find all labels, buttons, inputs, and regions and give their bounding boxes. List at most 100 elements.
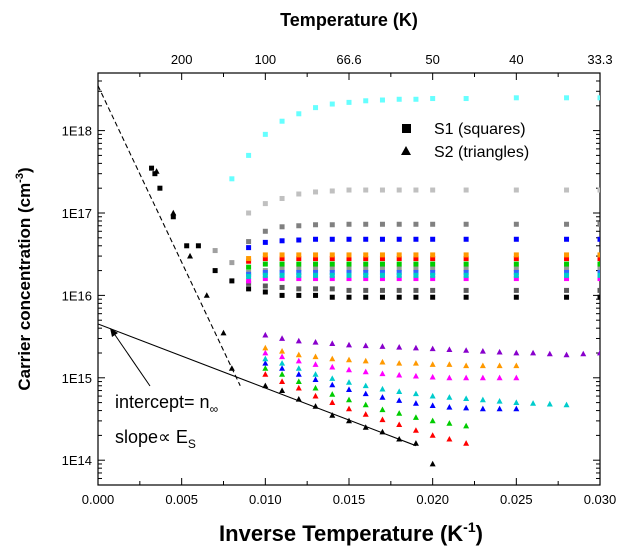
triangle-point bbox=[597, 349, 600, 356]
square-point bbox=[597, 287, 600, 293]
square-point bbox=[379, 294, 385, 300]
x-tick-label: 0.025 bbox=[500, 492, 533, 507]
top-tick-label: 33.3 bbox=[587, 52, 612, 67]
triangle-point bbox=[262, 344, 269, 351]
triangle-point bbox=[412, 440, 419, 446]
square-point bbox=[396, 294, 402, 300]
triangle-point bbox=[446, 403, 453, 410]
triangle-point bbox=[546, 350, 553, 357]
square-point bbox=[296, 111, 302, 117]
square-point bbox=[413, 269, 419, 275]
x-tick-label: 0.030 bbox=[584, 492, 617, 507]
square-point bbox=[262, 276, 268, 282]
triangle-point bbox=[496, 397, 503, 404]
triangle-point bbox=[312, 403, 319, 409]
square-point bbox=[296, 266, 302, 272]
square-point bbox=[279, 224, 285, 230]
square-point bbox=[513, 261, 519, 267]
triangle-point bbox=[429, 402, 436, 408]
triangle-point bbox=[279, 360, 286, 366]
square-point bbox=[396, 256, 402, 262]
square-point bbox=[463, 221, 469, 227]
square-point bbox=[564, 294, 570, 300]
triangle-point bbox=[362, 411, 369, 417]
triangle-point bbox=[279, 365, 286, 371]
square-point bbox=[597, 187, 600, 193]
square-point bbox=[279, 195, 285, 201]
square-point bbox=[430, 236, 436, 242]
triangle-point bbox=[329, 363, 336, 370]
triangle-point bbox=[446, 394, 453, 400]
square-point bbox=[363, 266, 369, 272]
triangle-point bbox=[496, 362, 503, 369]
annotation-arrow bbox=[112, 331, 151, 387]
square-point bbox=[463, 294, 469, 300]
square-point bbox=[279, 276, 285, 282]
square-point bbox=[513, 256, 519, 262]
square-point bbox=[246, 264, 252, 270]
triangle-point bbox=[362, 342, 369, 349]
triangle-point bbox=[346, 356, 352, 363]
square-point bbox=[329, 269, 335, 275]
square-point bbox=[564, 272, 570, 278]
square-point bbox=[597, 236, 600, 242]
triangle-point bbox=[346, 341, 352, 348]
triangle-point bbox=[379, 343, 386, 349]
triangle-point bbox=[312, 376, 319, 383]
top-tick-label: 200 bbox=[171, 52, 193, 67]
square-point bbox=[246, 239, 252, 245]
triangle-point bbox=[279, 371, 286, 377]
triangle-point bbox=[329, 399, 336, 405]
triangle-point bbox=[513, 349, 520, 356]
square-point bbox=[413, 236, 419, 242]
triangle-point bbox=[312, 392, 319, 399]
square-point bbox=[279, 252, 285, 258]
square-point bbox=[329, 261, 335, 267]
square-point bbox=[296, 256, 302, 262]
square-point bbox=[329, 294, 335, 300]
triangle-point bbox=[379, 428, 386, 435]
triangle-point bbox=[396, 435, 403, 442]
square-point bbox=[246, 210, 252, 216]
square-point bbox=[463, 272, 469, 278]
y-tick-label: 1E17 bbox=[62, 206, 92, 221]
square-point bbox=[413, 294, 419, 300]
square-point bbox=[513, 187, 519, 193]
square-point bbox=[396, 272, 402, 278]
square-point bbox=[396, 187, 402, 193]
square-point bbox=[279, 266, 285, 272]
triangle-point bbox=[312, 353, 319, 360]
square-point bbox=[363, 256, 369, 262]
y-axis-title: Carrier concentration (cm-3) bbox=[14, 167, 34, 390]
square-point bbox=[296, 269, 302, 275]
triangle-point bbox=[279, 335, 286, 341]
triangle-point bbox=[187, 252, 194, 259]
triangle-point bbox=[295, 365, 302, 371]
triangle-point bbox=[463, 440, 470, 446]
x-axis-title-sup: -1 bbox=[463, 519, 476, 535]
square-point bbox=[329, 188, 335, 194]
square-point bbox=[413, 187, 419, 193]
square-point bbox=[212, 268, 218, 274]
square-point bbox=[379, 236, 385, 242]
y-tick-labels: 1E14 1E15 1E16 1E17 1E18 bbox=[62, 124, 92, 469]
square-point bbox=[396, 276, 402, 282]
triangle-point bbox=[329, 355, 336, 362]
legend-marker-square bbox=[402, 124, 411, 133]
square-point bbox=[564, 256, 570, 262]
square-point bbox=[379, 256, 385, 262]
square-point bbox=[597, 256, 600, 262]
solid-fit-line bbox=[98, 323, 417, 447]
triangle-point bbox=[446, 361, 453, 367]
intercept-annotation: intercept= n∞ bbox=[115, 392, 218, 416]
square-point bbox=[564, 221, 570, 227]
square-point bbox=[430, 252, 436, 258]
square-point bbox=[346, 99, 352, 105]
triangle-point bbox=[563, 401, 570, 408]
triangle-point bbox=[379, 406, 386, 413]
square-point bbox=[346, 269, 352, 275]
triangle-point bbox=[362, 401, 369, 408]
x-tick-label: 0.020 bbox=[416, 492, 449, 507]
square-point bbox=[363, 261, 369, 267]
square-point bbox=[246, 273, 252, 279]
